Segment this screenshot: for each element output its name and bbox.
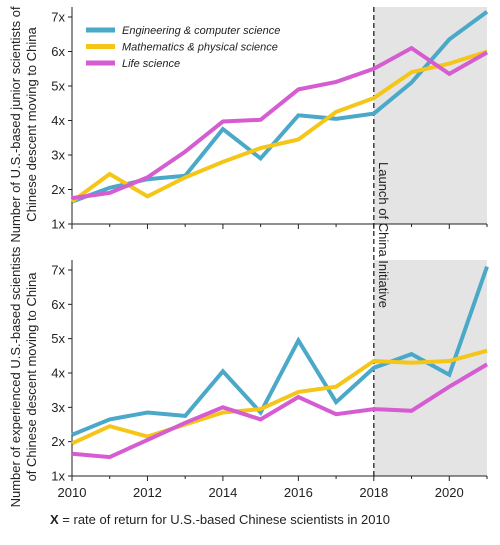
y-axis-label: Number of experienced U.S.-based scienti… — [8, 246, 39, 507]
y-tick-label: 6x — [51, 44, 65, 59]
y-tick-label: 1x — [51, 217, 65, 232]
x-tick-label: 2012 — [133, 485, 162, 500]
series-lines — [70, 10, 489, 460]
footnote: X = rate of return for U.S.-based Chines… — [50, 512, 390, 527]
y-tick-label: 5x — [51, 79, 65, 94]
y-tick-label: 7x — [51, 10, 65, 25]
axes-frames — [68, 7, 488, 481]
legend-label: Life science — [122, 58, 180, 70]
footnote-symbol: X — [50, 512, 59, 527]
y-axis-label-line-1: Number of U.S.-based junior scientists o… — [8, 6, 23, 243]
y-tick-label: 4x — [51, 366, 65, 381]
series-line-mathematics-physical-science — [70, 49, 488, 204]
y-axis-label-line-1: Number of experienced U.S.-based scienti… — [8, 246, 23, 507]
y-tick-label: 3x — [51, 148, 65, 163]
footnote-text: = rate of return for U.S.-based Chinese … — [58, 512, 390, 527]
series-line-engineering-computer-science — [71, 265, 489, 437]
post-2018-shaded-region — [373, 7, 487, 476]
axis-text: 1x 2x 3x 4x 5x 6x 7x Number of U.S.-based junio… — [8, 6, 464, 507]
series-line-life-science — [71, 362, 489, 460]
series-line-life-science — [71, 45, 488, 201]
china-initiative-label: Launch of China Initiative — [376, 162, 391, 308]
x-tick-label: 2010 — [58, 485, 87, 500]
y-axis-label-line-2: Chinese descent moving to China — [24, 27, 39, 222]
x-tick-label: 2016 — [284, 485, 313, 500]
y-axis-label: Number of U.S.-based junior scientists o… — [8, 6, 39, 243]
y-tick-label: 1x — [51, 469, 65, 484]
shaded-region-panel-2 — [373, 260, 487, 476]
series-line-mathematics-physical-science — [71, 348, 488, 446]
legend-label: Engineering & computer science — [122, 25, 280, 37]
x-tick-label: 2014 — [208, 485, 237, 500]
y-axis-label-line-2: of Chinese descent moving to China — [24, 272, 39, 482]
legend-label: Mathematics & physical science — [122, 42, 278, 54]
y-tick-label: 4x — [51, 113, 65, 128]
y-tick-label: 6x — [51, 297, 65, 312]
y-tick-label: 3x — [51, 400, 65, 415]
x-tick-label: 2020 — [435, 485, 464, 500]
y-tick-label: 7x — [51, 263, 65, 278]
y-tick-label: 2x — [51, 182, 65, 197]
y-tick-label: 5x — [51, 331, 65, 346]
shaded-region-panel-1 — [373, 7, 487, 224]
y-tick-label: 2x — [51, 434, 65, 449]
x-tick-label: 2018 — [359, 485, 388, 500]
